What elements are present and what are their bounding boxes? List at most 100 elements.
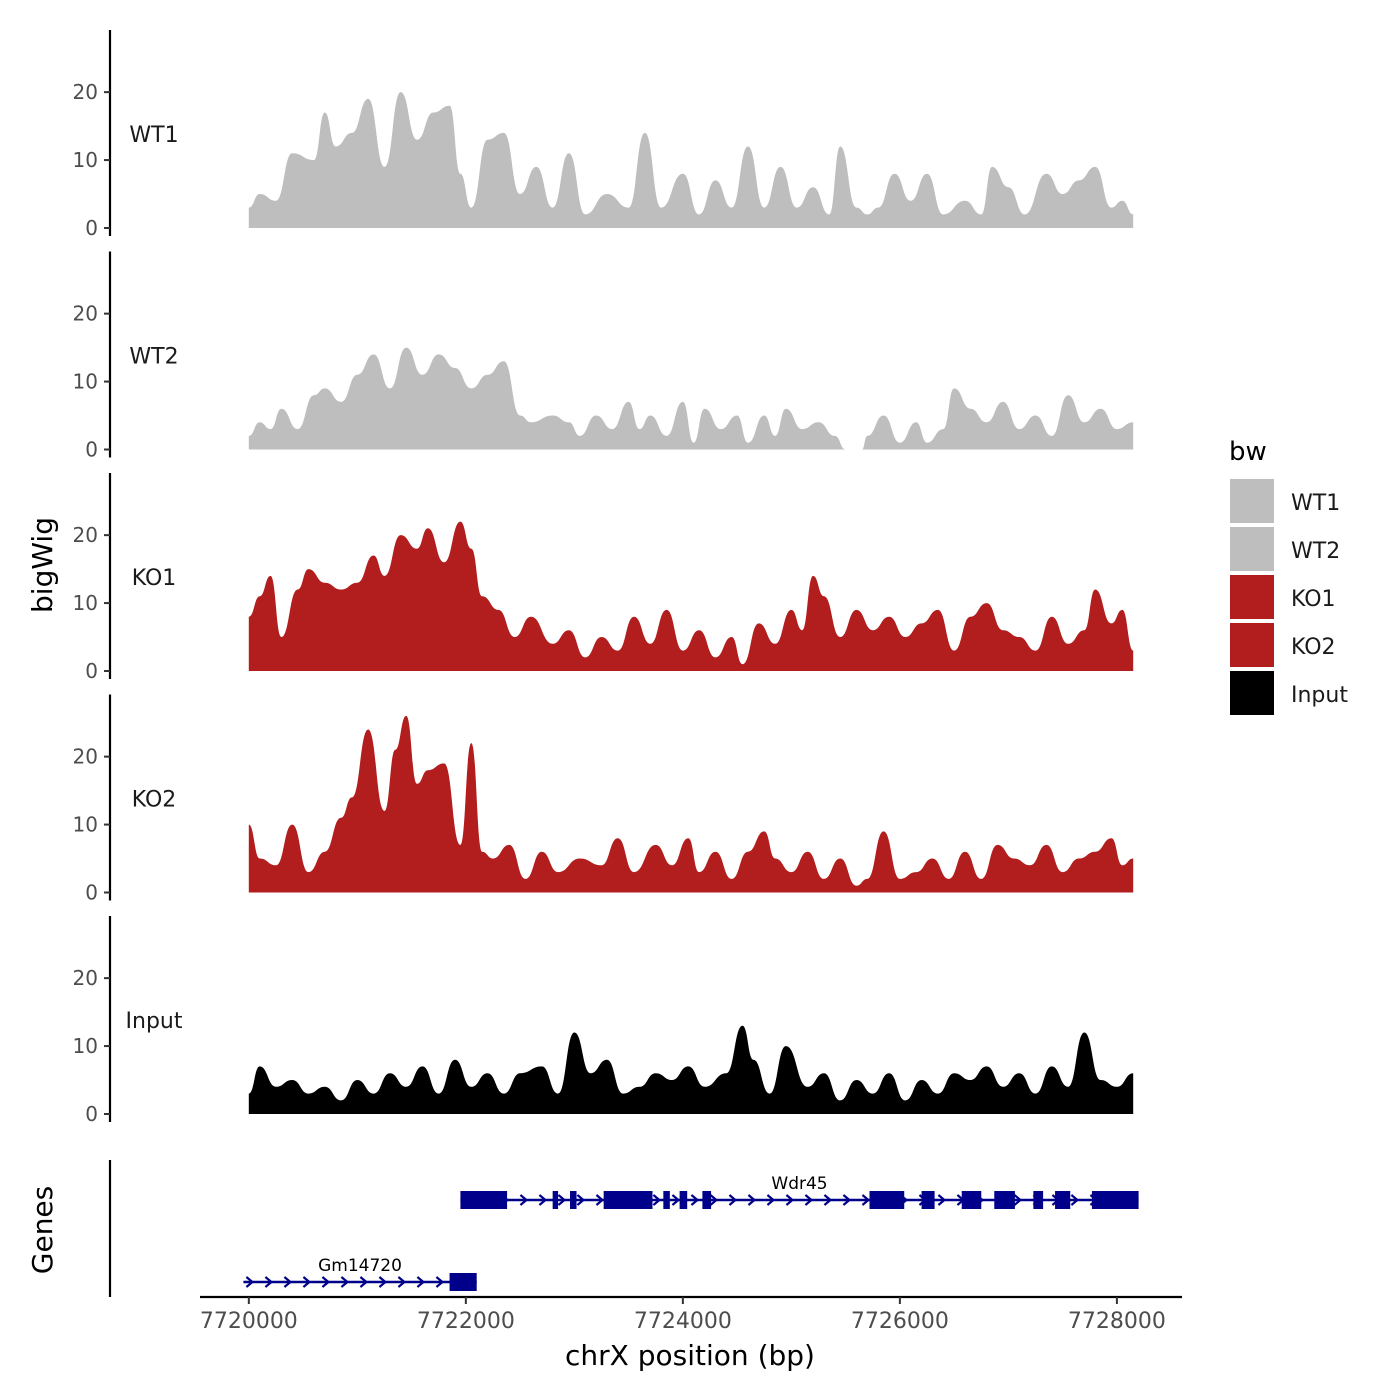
strand-arrow [321, 1276, 331, 1288]
gene-exon [1055, 1191, 1071, 1209]
gene-exon [994, 1191, 1015, 1209]
x-tick-label: 7724000 [634, 1309, 732, 1334]
gene-exon [869, 1191, 905, 1209]
gene-exon [1033, 1191, 1044, 1209]
y-tick-label: 20 [73, 302, 98, 326]
track-ko1: 0 10 20 KO1 [73, 473, 1134, 683]
legend-label: WT1 [1291, 491, 1340, 516]
strand-arrow [804, 1194, 814, 1206]
x-tick-label: 7726000 [851, 1309, 949, 1334]
strand-arrow [264, 1276, 274, 1288]
coverage-area-wt1 [248, 92, 1134, 228]
gene-exon [552, 1191, 559, 1209]
strand-arrow [378, 1276, 388, 1288]
gene-name-label: Wdr45 [771, 1174, 827, 1194]
gene-wdr45: Wdr45 [460, 1174, 1139, 1209]
legend-item-wt1: WT1 [1230, 479, 1340, 523]
legend-item-ko1: KO1 [1230, 575, 1336, 619]
y-tick-label: 0 [85, 1102, 98, 1126]
track-label: KO1 [132, 566, 177, 591]
strand-arrow [302, 1276, 312, 1288]
legend-swatch [1230, 527, 1274, 571]
legend-item-ko2: KO2 [1230, 623, 1336, 667]
legend-title: bw [1229, 437, 1267, 467]
gene-exon [702, 1191, 712, 1209]
legend-swatch [1230, 479, 1274, 523]
y-tick-label: 20 [73, 966, 98, 990]
y-tick-label: 20 [73, 80, 98, 104]
y-tick-label: 0 [85, 216, 98, 240]
gene-exon [961, 1191, 982, 1209]
strand-arrow [283, 1276, 293, 1288]
track-input: 0 10 20 Input [73, 916, 1134, 1126]
strand-arrow [595, 1194, 605, 1206]
strand-arrow [785, 1194, 795, 1206]
gene-gm14720: Gm14720 [243, 1256, 477, 1291]
track-wt2: 0 10 20 WT2 [73, 251, 1134, 462]
gene-exon [603, 1191, 653, 1209]
strand-arrow [747, 1194, 757, 1206]
gene-exon [570, 1191, 577, 1209]
x-axis-title: chrX position (bp) [565, 1339, 815, 1372]
legend-swatch [1230, 623, 1274, 667]
strand-arrow [557, 1194, 567, 1206]
strand-arrow [842, 1194, 852, 1206]
strand-arrow [671, 1194, 681, 1206]
strand-arrow [690, 1194, 700, 1206]
strand-arrow [823, 1194, 833, 1206]
legend-swatch [1230, 671, 1274, 715]
coverage-area-ko2 [248, 715, 1134, 893]
legend-label: Input [1291, 683, 1348, 708]
y-tick-label: 10 [73, 370, 98, 394]
y-tick-label: 0 [85, 438, 98, 462]
strand-arrow [766, 1194, 776, 1206]
track-label: KO2 [132, 788, 177, 813]
coverage-area-input [248, 1025, 1134, 1114]
y-tick-label: 0 [85, 659, 98, 683]
strand-arrow [1070, 1194, 1080, 1206]
y-tick-label: 10 [73, 148, 98, 172]
y-tick-label: 20 [73, 523, 98, 547]
strand-arrow [709, 1194, 719, 1206]
track-label: Input [126, 1009, 183, 1034]
strand-arrow [340, 1276, 350, 1288]
x-tick-label: 7728000 [1068, 1309, 1166, 1334]
legend-swatch [1230, 575, 1274, 619]
legend: bw WT1 WT2 KO1 KO2 Input [1229, 437, 1348, 715]
gene-exon [663, 1191, 670, 1209]
gene-exon [921, 1191, 935, 1209]
strand-arrow [861, 1194, 871, 1206]
legend-item-wt2: WT2 [1230, 527, 1340, 571]
strand-arrow [245, 1276, 255, 1288]
x-tick-label: 7720000 [200, 1309, 298, 1334]
x-axis: 7720000 7722000 7724000 7726000 7728000 [200, 1295, 1182, 1334]
strand-arrow [359, 1276, 369, 1288]
legend-item-input: Input [1230, 671, 1348, 715]
track-label: WT2 [129, 345, 178, 370]
y-tick-label: 10 [73, 591, 98, 615]
legend-label: WT2 [1291, 539, 1340, 564]
strand-arrow [652, 1194, 662, 1206]
strand-arrow [728, 1194, 738, 1206]
x-tick-label: 7722000 [417, 1309, 515, 1334]
track-wt1: 0 10 20 WT1 [73, 30, 1134, 240]
strand-arrow [397, 1276, 407, 1288]
track-ko2: 0 10 20 KO2 [73, 694, 1134, 905]
y-tick-label: 10 [73, 813, 98, 837]
coverage-area-ko1 [248, 521, 1134, 671]
gene-name-label: Gm14720 [318, 1256, 402, 1276]
genes-axis-title: Genes [26, 1186, 59, 1274]
strand-arrow [416, 1276, 426, 1288]
strand-arrow [538, 1194, 548, 1206]
strand-arrow [519, 1194, 529, 1206]
legend-label: KO1 [1291, 587, 1336, 612]
gene-exon [460, 1191, 508, 1209]
strand-arrow [576, 1194, 586, 1206]
y-tick-label: 10 [73, 1034, 98, 1058]
gene-exon [449, 1273, 477, 1291]
y-axis-title: bigWig [26, 517, 59, 613]
genes-layer: Wdr45 Gm14720 [108, 1160, 1139, 1297]
gene-exon [679, 1191, 688, 1209]
y-tick-label: 20 [73, 745, 98, 769]
